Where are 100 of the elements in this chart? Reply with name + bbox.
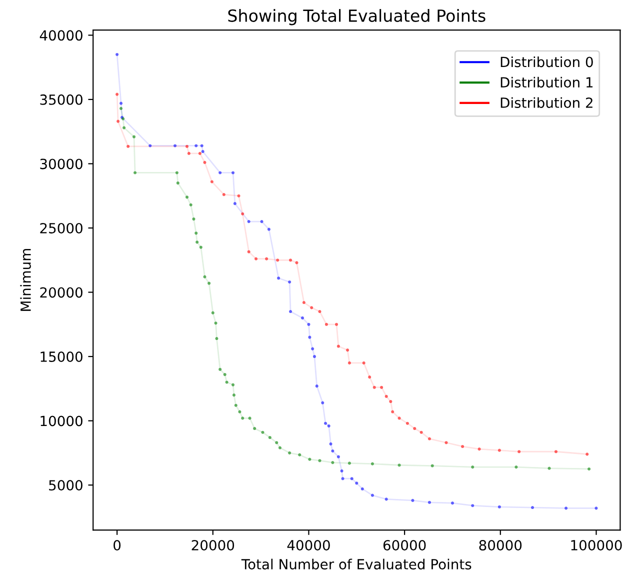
point	[196, 240, 199, 244]
point	[225, 380, 228, 384]
point	[275, 441, 278, 444]
point	[498, 448, 501, 452]
x-tick-label: 100000	[571, 540, 622, 550]
point	[116, 52, 119, 56]
point	[518, 450, 521, 454]
point	[218, 171, 222, 174]
point	[241, 212, 244, 216]
point	[208, 282, 211, 285]
point	[278, 446, 282, 450]
legend-label: Distribution 2	[500, 97, 592, 108]
point	[116, 92, 119, 96]
point	[288, 280, 292, 284]
point	[334, 322, 338, 326]
x-axis-title: Total Number of Evaluated Points	[241, 558, 472, 570]
point	[411, 498, 414, 502]
point	[355, 482, 358, 485]
point	[260, 220, 264, 224]
point	[420, 430, 423, 434]
point	[554, 450, 558, 454]
y-tick-label: 20000	[40, 287, 82, 298]
point	[428, 437, 432, 440]
y-tick-label: 5000	[49, 480, 82, 491]
x-tick-label: 60000	[383, 540, 426, 550]
point	[218, 368, 222, 371]
point	[261, 430, 264, 434]
point	[444, 441, 448, 444]
point	[310, 306, 314, 310]
point	[312, 354, 316, 358]
point	[198, 152, 202, 155]
point	[238, 410, 242, 414]
point	[300, 316, 304, 320]
point	[234, 404, 238, 407]
legend-label: Distribution 0	[500, 56, 593, 68]
point	[311, 347, 314, 350]
legend-label: Distribution 1	[500, 76, 593, 88]
point	[132, 135, 136, 138]
point	[133, 171, 137, 174]
x-tick-label: 80000	[479, 540, 522, 550]
point	[384, 498, 388, 501]
point	[471, 504, 474, 508]
point	[318, 310, 322, 314]
point	[254, 257, 258, 260]
y-tick-label: 25000	[40, 222, 82, 234]
point	[200, 144, 204, 148]
point	[126, 144, 130, 148]
point	[192, 217, 196, 221]
point	[288, 258, 292, 262]
point	[203, 160, 206, 164]
point	[350, 477, 354, 480]
point	[295, 261, 298, 264]
point	[185, 144, 189, 148]
point	[308, 336, 312, 339]
x-tick-label: 20000	[192, 540, 234, 550]
point	[247, 250, 250, 254]
point	[331, 449, 334, 453]
point	[222, 193, 226, 196]
point	[277, 276, 280, 280]
point	[588, 467, 591, 471]
point	[368, 376, 372, 379]
y-axis-title: Minimum	[20, 249, 31, 311]
point	[360, 487, 364, 490]
point	[189, 203, 192, 206]
point	[586, 452, 589, 456]
point	[187, 152, 190, 155]
point	[594, 506, 598, 510]
point	[211, 311, 214, 314]
point	[498, 505, 501, 508]
point	[185, 196, 189, 199]
point	[276, 258, 280, 262]
point	[174, 144, 177, 148]
point	[231, 383, 235, 386]
point	[122, 126, 126, 130]
point	[327, 424, 330, 428]
point	[265, 257, 268, 260]
point	[341, 477, 344, 480]
point	[398, 464, 401, 467]
point	[346, 348, 350, 352]
y-tick-label: 40000	[40, 30, 82, 41]
point	[391, 410, 394, 414]
point	[389, 400, 392, 404]
point	[331, 461, 334, 464]
chart-title: Showing Total Evaluated Points	[228, 9, 486, 26]
point	[175, 171, 178, 174]
point	[370, 462, 374, 466]
point	[237, 194, 240, 198]
point	[315, 384, 318, 388]
point	[471, 466, 474, 469]
point	[384, 394, 388, 398]
point	[380, 386, 384, 389]
point	[478, 448, 481, 451]
point	[318, 459, 322, 462]
point	[336, 455, 340, 458]
point	[288, 451, 292, 454]
y-tick-label: 35000	[40, 94, 82, 105]
point	[199, 246, 202, 249]
point	[203, 275, 206, 278]
point	[321, 401, 324, 404]
point	[329, 442, 332, 446]
